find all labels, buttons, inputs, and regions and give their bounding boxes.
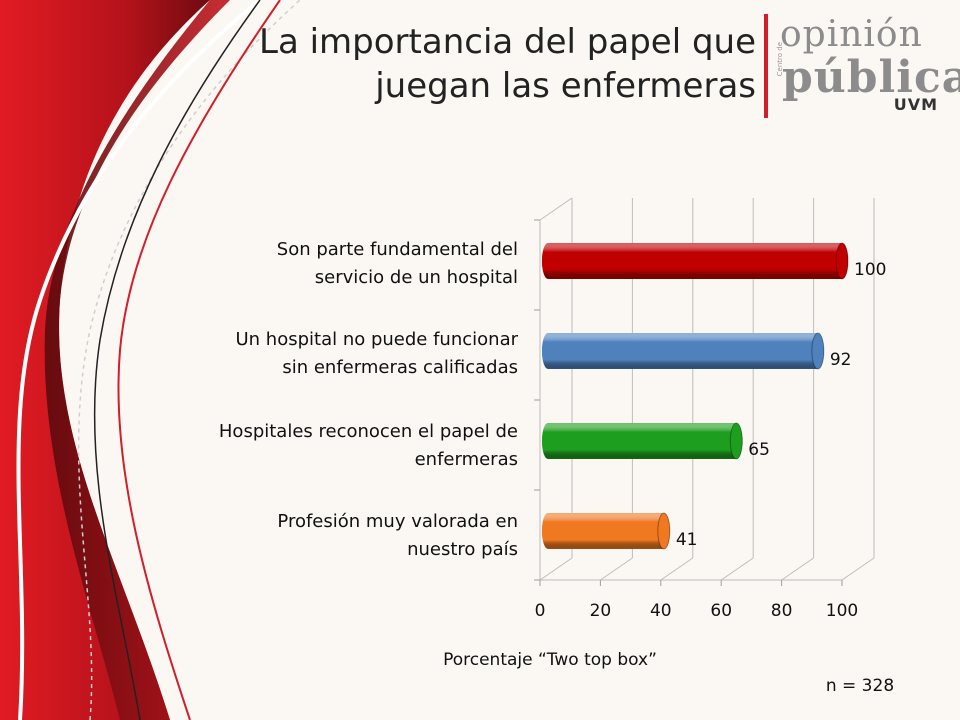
x-axis-title: Porcentaje “Two top box” bbox=[443, 650, 657, 670]
logo-uvm-text: UVM bbox=[893, 95, 938, 114]
bar-2-cap bbox=[811, 332, 825, 370]
x-tick-label-40: 40 bbox=[650, 601, 672, 621]
data-label-3: 65 bbox=[748, 440, 770, 460]
logo-top-text: opinión bbox=[780, 14, 923, 55]
title-divider bbox=[764, 14, 768, 118]
sample-size-note: n = 328 bbox=[825, 676, 895, 696]
bar-3-cap bbox=[729, 422, 743, 460]
category-label-1-line-2: servicio de un hospital bbox=[314, 267, 518, 288]
data-label-2: 92 bbox=[830, 350, 852, 370]
opinion-publica-logo: Centro de opinión pública UVM bbox=[776, 14, 960, 114]
page-title: La importancia del papel que juegan las … bbox=[259, 22, 756, 106]
category-label-3-line-2: enfermeras bbox=[414, 449, 518, 470]
x-tick-label-20: 20 bbox=[590, 601, 612, 621]
category-label-4: Profesión muy valorada en nuestro país bbox=[188, 508, 518, 564]
x-tick-label-80: 80 bbox=[771, 601, 793, 621]
category-label-2-line-2: sin enfermeras calificadas bbox=[282, 357, 518, 378]
gridline-floor-80 bbox=[781, 557, 814, 581]
logo-bottom-text: pública bbox=[782, 52, 960, 103]
bar-2-shading bbox=[542, 333, 824, 369]
category-label-2: Un hospital no puede funcionar sin enfer… bbox=[188, 326, 518, 382]
category-label-1-line-1: Son parte fundamental del bbox=[276, 239, 518, 260]
bar-4-cap bbox=[657, 512, 671, 550]
gridline-floor-60 bbox=[720, 557, 754, 581]
category-label-2-line-1: Un hospital no puede funcionar bbox=[235, 329, 518, 350]
category-label-4-line-1: Profesión muy valorada en bbox=[277, 511, 518, 532]
gridline-floor-100 bbox=[841, 557, 875, 581]
gridline-floor-0 bbox=[539, 557, 573, 581]
data-label-1: 100 bbox=[854, 260, 886, 280]
decorative-background-swoosh bbox=[0, 0, 301, 720]
category-label-4-line-2: nuestro país bbox=[407, 539, 518, 560]
bar-1-shading bbox=[542, 243, 848, 279]
bar-1-cap bbox=[835, 242, 849, 280]
bar-4-shading bbox=[542, 513, 670, 549]
category-label-3: Hospitales reconocen el papel de enferme… bbox=[188, 418, 518, 474]
left-wall-top bbox=[539, 197, 573, 221]
gridline-floor-20 bbox=[600, 557, 633, 581]
x-tick-label-0: 0 bbox=[535, 601, 546, 621]
category-label-3-line-1: Hospitales reconocen el papel de bbox=[218, 421, 518, 442]
x-tick-label-60: 60 bbox=[710, 601, 732, 621]
x-tick-label-100: 100 bbox=[826, 601, 858, 621]
category-label-1: Son parte fundamental del servicio de un… bbox=[188, 236, 518, 292]
bar-chart: 0 20 40 60 80 100 100 92 65 41 bbox=[534, 197, 886, 621]
gridline-floor-40 bbox=[660, 557, 694, 581]
data-label-4: 41 bbox=[676, 530, 698, 550]
bar-3-shading bbox=[542, 423, 743, 459]
